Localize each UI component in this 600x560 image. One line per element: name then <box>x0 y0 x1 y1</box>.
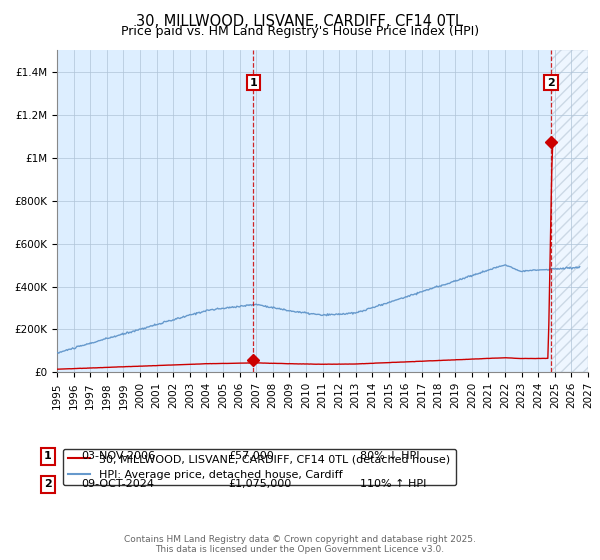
Text: 1: 1 <box>44 451 52 461</box>
Text: 1: 1 <box>250 78 257 87</box>
Text: 30, MILLWOOD, LISVANE, CARDIFF, CF14 0TL: 30, MILLWOOD, LISVANE, CARDIFF, CF14 0TL <box>137 14 464 29</box>
Text: 110% ↑ HPI: 110% ↑ HPI <box>360 479 427 489</box>
Text: 80% ↓ HPI: 80% ↓ HPI <box>360 451 419 461</box>
Text: Price paid vs. HM Land Registry's House Price Index (HPI): Price paid vs. HM Land Registry's House … <box>121 25 479 38</box>
Bar <box>551 50 588 372</box>
Text: £1,075,000: £1,075,000 <box>228 479 291 489</box>
Text: 2: 2 <box>44 479 52 489</box>
Text: 2: 2 <box>547 78 555 87</box>
Text: 09-OCT-2024: 09-OCT-2024 <box>81 479 154 489</box>
Legend: 30, MILLWOOD, LISVANE, CARDIFF, CF14 0TL (detached house), HPI: Average price, d: 30, MILLWOOD, LISVANE, CARDIFF, CF14 0TL… <box>62 449 456 486</box>
Text: Contains HM Land Registry data © Crown copyright and database right 2025.
This d: Contains HM Land Registry data © Crown c… <box>124 535 476 554</box>
Text: £57,000: £57,000 <box>228 451 274 461</box>
Text: 03-NOV-2006: 03-NOV-2006 <box>81 451 155 461</box>
